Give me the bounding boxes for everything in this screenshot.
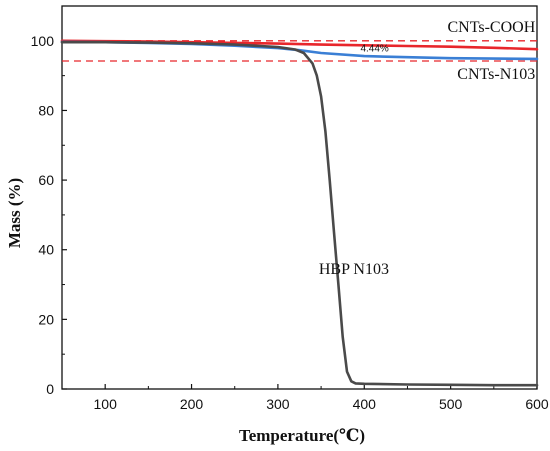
y-tick-label: 40 [38, 242, 54, 258]
annotation-label: HBP N103 [319, 261, 389, 278]
y-tick-label: 20 [38, 311, 54, 327]
x-tick-label: 100 [94, 396, 118, 412]
y-axis: 0 20 40 60 80 100 [31, 5, 67, 397]
y-tick-label: 60 [38, 172, 54, 188]
y-tick-label: 0 [46, 381, 54, 397]
y-tick-label: 100 [31, 33, 55, 49]
x-axis-title: Temperature(℃) [239, 426, 365, 445]
x-tick-label: 200 [180, 396, 204, 412]
annotation-label: CNTs-N103 [457, 66, 535, 83]
x-axis: 100 200 300 400 500 600 [61, 384, 549, 412]
plot-frame [61, 5, 538, 390]
annotation-label: CNTs-COOH [447, 19, 535, 36]
x-tick-label: 600 [525, 396, 549, 412]
x-tick-label: 500 [439, 396, 463, 412]
annotations: CNTs-COOH 4.44% CNTs-N103 HBP N103 [319, 19, 536, 278]
x-tick-label: 400 [353, 396, 377, 412]
annotation-label: 4.44% [360, 43, 388, 54]
y-tick-label: 80 [38, 102, 54, 118]
y-axis-title: Mass (%) [5, 178, 24, 248]
x-tick-label: 300 [266, 396, 290, 412]
plot-border [61, 5, 538, 390]
series-line-hbp-n103 [60, 40, 539, 387]
series-lines [60, 39, 539, 387]
